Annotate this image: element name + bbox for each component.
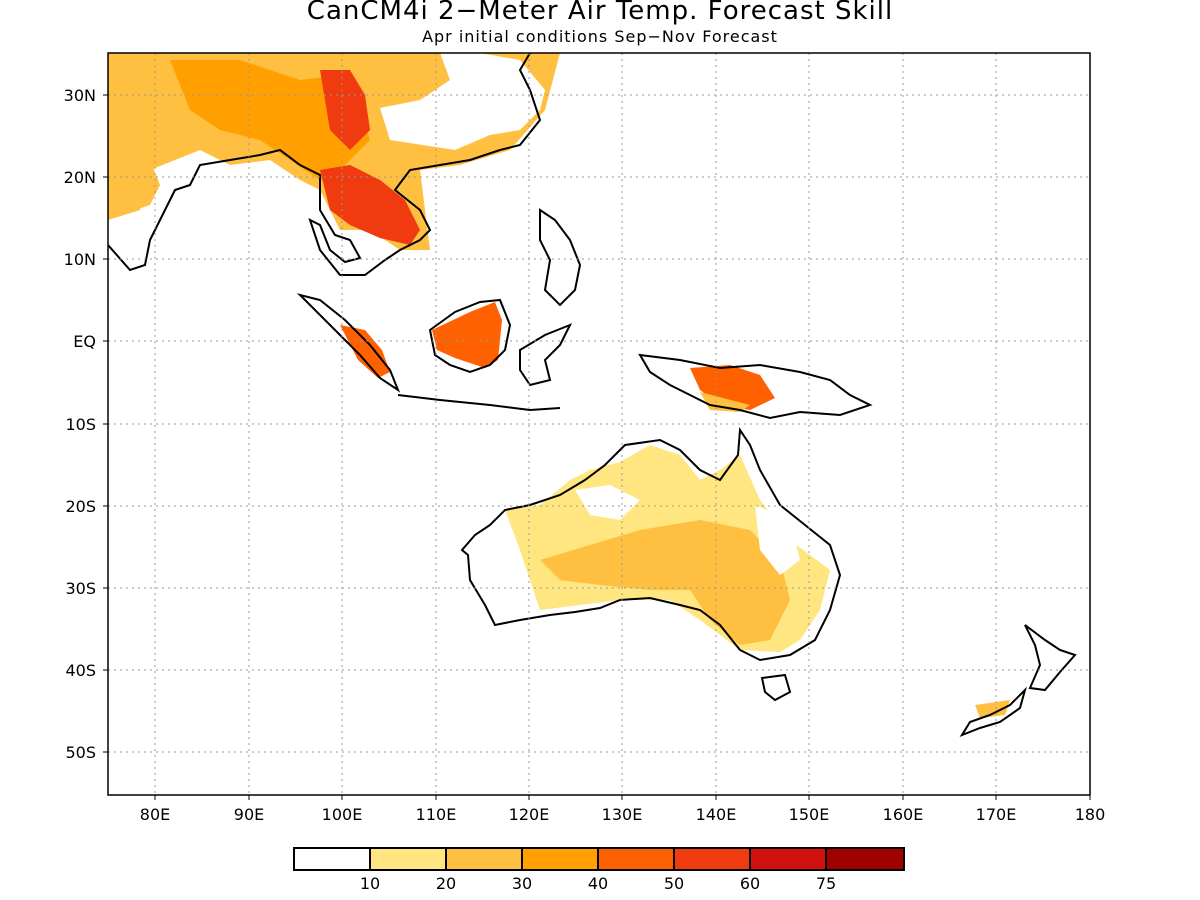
skill-region-ng-light — [700, 392, 750, 412]
colorbar-label: 60 — [740, 874, 760, 893]
coast-australia — [460, 427, 842, 662]
y-tick-label: 10S — [65, 415, 96, 434]
colorbar-label: 75 — [816, 874, 836, 893]
x-tick-label: 100E — [322, 805, 363, 824]
coast-borneo — [428, 298, 512, 374]
coastlines — [108, 53, 1077, 738]
x-tick-label: 180 — [1075, 805, 1106, 824]
colorbar-label: 50 — [664, 874, 684, 893]
map-subtitle: Apr initial conditions Sep−Nov Forecast — [422, 27, 778, 46]
map-title: CanCM4i 2−Meter Air Temp. Forecast Skill — [306, 0, 894, 26]
skill-region-indochina-red — [320, 165, 420, 245]
colorbar-label: 20 — [436, 874, 456, 893]
x-tick-label: 90E — [234, 805, 264, 824]
skill-region-china-red — [320, 70, 370, 150]
y-tick-label: 10N — [64, 250, 96, 269]
colorbar-swatch — [826, 848, 904, 870]
colorbar-swatch — [750, 848, 826, 870]
x-tick-label: 110E — [416, 805, 457, 824]
colorbar-label: 40 — [588, 874, 608, 893]
y-tick-label: 20S — [65, 497, 96, 516]
colorbar-swatch — [370, 848, 446, 870]
colorbar-swatch — [674, 848, 750, 870]
coast-sumatra — [296, 293, 401, 393]
x-tick-label: 140E — [696, 805, 737, 824]
coast-sulawesi — [519, 323, 573, 387]
skill-region-india — [108, 160, 160, 220]
colorbar-swatch — [598, 848, 674, 870]
coast-nz-north — [1024, 624, 1077, 692]
y-tick-labels: 30N 20N 10N EQ 10S 20S 30S 40S 50S — [64, 86, 96, 762]
skill-region-australia-mid — [540, 520, 790, 645]
x-tick-label: 160E — [883, 805, 924, 824]
y-tick-label: EQ — [73, 332, 96, 351]
skill-region-borneo — [432, 302, 502, 368]
colorbar-swatch — [522, 848, 598, 870]
coast-tasmania — [760, 673, 792, 702]
y-tick-label: 20N — [64, 168, 96, 187]
coast-java — [397, 394, 561, 412]
skill-region-australia-white — [575, 485, 640, 520]
x-tick-labels: 80E 90E 100E 110E 120E 130E 140E 150E 16… — [140, 805, 1106, 824]
skill-region-asia-deep — [170, 60, 370, 180]
y-tick-marks — [103, 94, 108, 753]
y-tick-label: 30S — [65, 579, 96, 598]
colorbar-swatch — [446, 848, 522, 870]
colorbar-label: 30 — [512, 874, 532, 893]
colorbar: 10 20 30 40 50 60 75 — [293, 847, 905, 893]
x-tick-label: 120E — [509, 805, 550, 824]
coast-new-guinea — [638, 353, 873, 420]
x-tick-label: 130E — [602, 805, 643, 824]
y-tick-label: 30N — [64, 86, 96, 105]
y-tick-label: 50S — [65, 743, 96, 762]
x-tick-marks — [154, 795, 1091, 800]
graticule — [108, 53, 1090, 795]
skill-region-new-guinea — [690, 365, 775, 410]
coast-philippines — [539, 208, 582, 307]
y-tick-label: 40S — [65, 661, 96, 680]
x-tick-label: 170E — [976, 805, 1017, 824]
colorbar-label: 10 — [360, 874, 380, 893]
skill-field — [108, 53, 1010, 718]
colorbar-swatch — [294, 848, 370, 870]
coast-asia — [108, 53, 542, 276]
skill-region-nz — [975, 700, 1010, 718]
skill-region-australia-white2 — [755, 505, 800, 575]
coast-nz-south — [959, 686, 1027, 738]
x-tick-label: 150E — [789, 805, 830, 824]
skill-region-sumatra — [340, 325, 390, 378]
x-tick-label: 80E — [140, 805, 170, 824]
